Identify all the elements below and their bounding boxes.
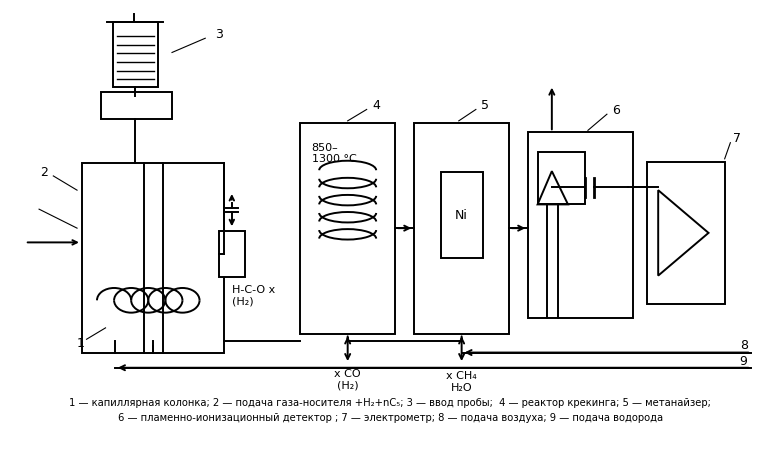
Text: 1: 1 (77, 336, 84, 349)
Text: 9: 9 (740, 354, 747, 367)
Text: 850–
1300 °C: 850– 1300 °C (312, 143, 356, 164)
Bar (101, 93, 172, 120)
Text: 3: 3 (216, 28, 223, 41)
Text: 1 — капиллярная колонка; 2 — подача газа-носителя +H₂+nC₅; 3 — ввод пробы;  4 — : 1 — капиллярная колонка; 2 — подача газа… (70, 397, 711, 407)
Text: 8: 8 (740, 339, 747, 352)
Text: 5: 5 (481, 99, 490, 112)
Text: 6: 6 (612, 104, 620, 117)
Text: 7: 7 (733, 132, 741, 145)
Bar (440, 173, 483, 258)
Text: Ni: Ni (455, 209, 468, 222)
Bar (219, 232, 245, 277)
Bar (528, 133, 633, 319)
Text: 6 — пламенно-ионизационный детектор ; 7 — электрометр; 8 — подача воздуха; 9 — п: 6 — пламенно-ионизационный детектор ; 7 … (118, 412, 663, 422)
Text: H-C-O x
(H₂): H-C-O x (H₂) (232, 284, 275, 306)
Text: x CO
(H₂): x CO (H₂) (334, 369, 361, 390)
Bar (647, 163, 725, 305)
Bar (113, 23, 158, 88)
Bar (414, 124, 509, 334)
Text: 2: 2 (40, 165, 48, 178)
Text: x CH₄
H₂O: x CH₄ H₂O (446, 370, 477, 392)
Bar (300, 124, 395, 334)
Bar (82, 163, 224, 353)
Text: 4: 4 (373, 99, 380, 112)
Bar (537, 153, 585, 205)
